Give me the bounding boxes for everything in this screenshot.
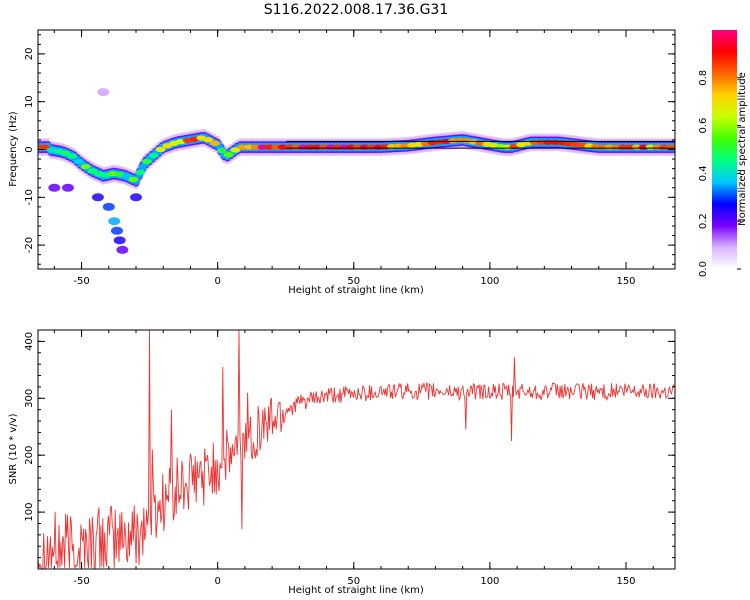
spectrogram-peak [128,176,139,182]
spectrogram-x-ticks: -50 0 50 100 150 [53,30,654,287]
spectrogram-peak [216,148,227,154]
snr-y-ticks: 100 200 300 400 [24,329,675,570]
spectrogram-peak [148,152,159,159]
colorbar-tick-label: 0.2 [698,213,709,229]
spectrogram-peak [155,146,166,153]
colorbar-tick-label: 0.8 [698,70,709,86]
spectrogram-peak [203,137,214,143]
colorbar-gradient [712,30,737,269]
spectrogram-peak [230,147,241,153]
spectrogram-blob [130,193,142,202]
spectrogram-x-axis-label: Height of straight line (km) [288,285,424,296]
x-tick-label: 150 [616,576,635,587]
spectrogram-peak [73,158,84,165]
spectrogram-peak [80,163,91,170]
snr-frame [37,329,676,570]
snr-marks [38,330,675,569]
y-tick-label: -20 [24,237,35,253]
colorbar-label: Normalized spectral amplitude [737,72,748,226]
y-tick-label: 300 [24,389,35,408]
y-tick-label: 100 [24,503,35,522]
spectrogram-blob [110,226,123,235]
colorbar-ticks: 0.0 0.2 0.4 0.6 0.8 [698,70,741,277]
spectrogram-y-axis-label: Frequency (Hz) [8,111,19,187]
spectrogram-peak [60,150,71,156]
spectrogram-blob [113,236,126,245]
x-tick-label: 50 [347,576,360,587]
x-tick-label: 0 [214,576,220,587]
spectrogram-peak [67,153,78,159]
spectrogram-peak [141,158,152,165]
y-tick-label: 0 [24,146,35,152]
x-tick-label: -50 [73,276,89,287]
snr-panel: -50 0 50 100 150 100 200 300 400 Height of stra… [8,329,676,596]
x-tick-label: 50 [347,276,360,287]
spectrogram-peak [665,144,675,150]
spectrogram-blob [61,183,74,192]
spectrogram-blob [48,183,61,192]
snr-x-ticks: -50 0 50 100 150 [53,330,654,587]
snr-y-axis-label: SNR (10 * v/v) [8,413,19,484]
colorbar-tick-label: 0.6 [698,118,709,134]
x-tick-label: 100 [480,276,499,287]
x-tick-label: 150 [616,276,635,287]
y-tick-label: -10 [24,189,35,205]
spectrogram-peak [209,140,220,146]
spectrogram-peak [135,169,146,175]
colorbar: 0.0 0.2 0.4 0.6 0.8 Normalized spectral ampl… [698,30,748,277]
snr-x-axis-label: Height of straight line (km) [288,585,424,596]
spectrogram-blob [97,88,110,97]
x-tick-label: -50 [73,576,89,587]
x-tick-label: 0 [214,276,220,287]
spectrogram-blob [91,193,104,202]
spectrogram-peak [121,173,132,179]
spectrogram-blob [108,217,121,226]
x-tick-label: 100 [480,576,499,587]
colorbar-tick-label: 0.4 [698,165,709,181]
y-tick-label: 200 [24,446,35,465]
figure-title: S116.2022.008.17.36.G31 [264,2,449,18]
spectrogram-peak [87,168,98,174]
spectrogram-y-ticks: -20 -10 0 10 20 [24,34,675,265]
spectrogram-peak [39,144,50,150]
spectrogram-panel: -50 0 50 100 150 -20 -10 0 10 20 Height of strai… [8,29,676,296]
spectrogram-blob [116,245,129,254]
spectrogram-blob [102,202,115,211]
spectrogram-peak [223,152,234,158]
colorbar-tick-label: 0.0 [698,261,709,277]
y-tick-label: 10 [24,95,35,108]
spectrogram-marks [38,88,675,254]
y-tick-label: 400 [24,332,35,351]
snr-series-line [38,330,675,569]
y-tick-label: 20 [24,48,35,61]
